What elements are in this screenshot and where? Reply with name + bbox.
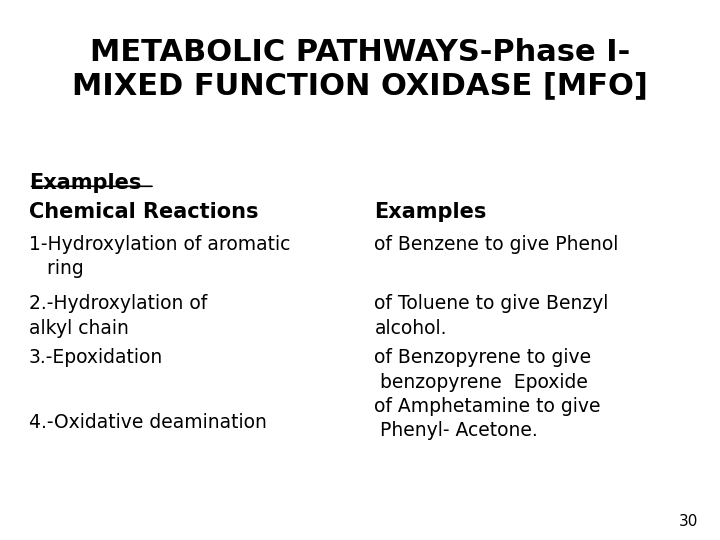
- Text: Examples: Examples: [374, 202, 487, 222]
- Text: 4.-Oxidative deamination: 4.-Oxidative deamination: [29, 413, 266, 432]
- Text: 1-Hydroxylation of aromatic
   ring: 1-Hydroxylation of aromatic ring: [29, 235, 290, 278]
- Text: 3.-Epoxidation: 3.-Epoxidation: [29, 348, 163, 367]
- Text: Chemical Reactions: Chemical Reactions: [29, 202, 258, 222]
- Text: METABOLIC PATHWAYS-Phase I-
MIXED FUNCTION OXIDASE [MFO]: METABOLIC PATHWAYS-Phase I- MIXED FUNCTI…: [72, 38, 648, 100]
- Text: of Benzene to give Phenol: of Benzene to give Phenol: [374, 235, 618, 254]
- Text: 30: 30: [679, 514, 698, 529]
- Text: of Benzopyrene to give
 benzopyrene  Epoxide
of Amphetamine to give
 Phenyl- Ace: of Benzopyrene to give benzopyrene Epoxi…: [374, 348, 601, 440]
- Text: 2.-Hydroxylation of
alkyl chain: 2.-Hydroxylation of alkyl chain: [29, 294, 207, 338]
- Text: of Toluene to give Benzyl
alcohol.: of Toluene to give Benzyl alcohol.: [374, 294, 609, 338]
- Text: Examples: Examples: [29, 173, 141, 193]
